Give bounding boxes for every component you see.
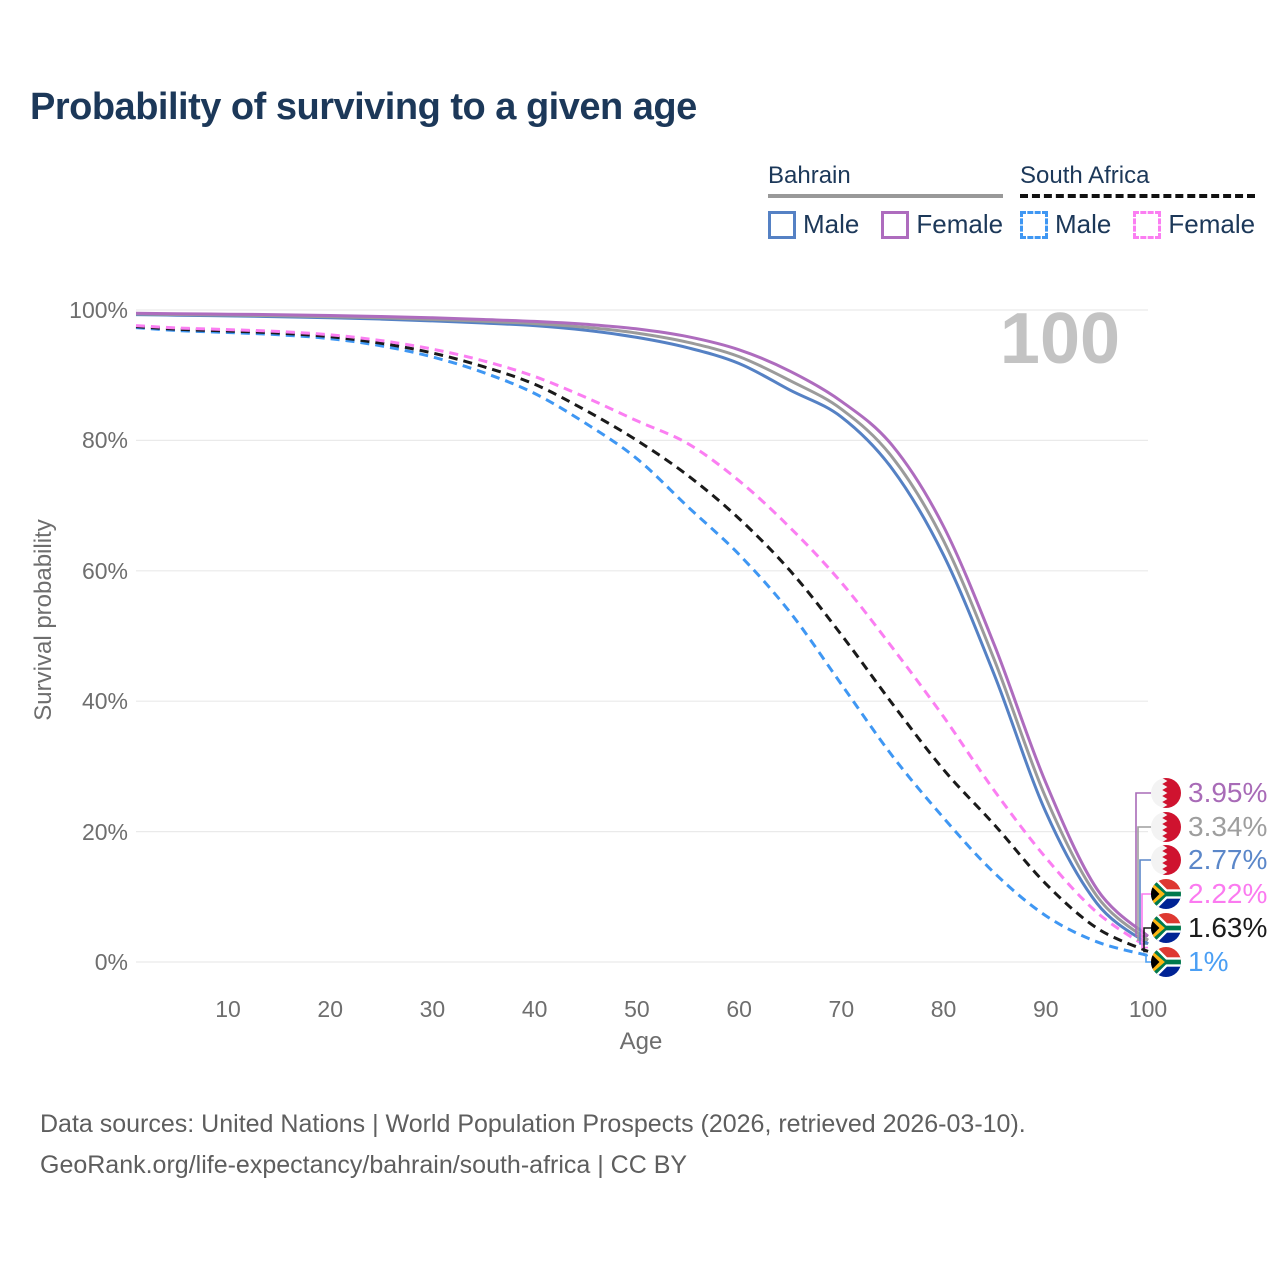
y-tick-label: 0%: [94, 949, 128, 975]
x-axis-title: Age: [619, 1028, 663, 1055]
south-africa-female-curve: [135, 324, 1149, 949]
end-label-row: 1.63%: [1151, 912, 1267, 944]
x-tick-label: 20: [317, 996, 344, 1022]
legend-underline-bahrain: [768, 194, 1004, 198]
legend-item-label: Female: [916, 209, 1004, 239]
x-tick-label: 10: [215, 996, 241, 1022]
bahrain-male-curve: [135, 313, 1149, 946]
end-label-value: 2.77%: [1188, 844, 1268, 875]
legend-item-bahrain-female[interactable]: Female: [881, 209, 1003, 240]
legend-group-south-africa: South Africa Male Female: [1020, 162, 1256, 240]
x-tick-label: 70: [828, 996, 855, 1022]
legend-header-south-africa: South Africa: [1020, 162, 1150, 189]
x-tick-label: 50: [624, 996, 650, 1022]
end-label-row: 3.95%: [1151, 777, 1267, 809]
south-africa-flag-icon: [1151, 879, 1181, 909]
bahrain-flag-icon: [1151, 778, 1181, 808]
end-label-value: 1.63%: [1188, 912, 1268, 943]
legend-swatch-bahrain-male: [768, 210, 796, 239]
legend-item-bahrain-male[interactable]: Male: [768, 209, 859, 240]
x-tick-label: 60: [726, 996, 752, 1022]
legend-swatch-bahrain-female: [881, 210, 910, 239]
legend-underline-south-africa: [1020, 194, 1256, 198]
south-africa-flag-icon: [1151, 947, 1181, 977]
y-axis-title: Survival probability: [30, 519, 57, 721]
bahrain-flag-icon: [1151, 845, 1181, 875]
footer-attribution: GeoRank.org/life-expectancy/bahrain/sout…: [40, 1151, 688, 1179]
end-label-value: 3.95%: [1188, 777, 1268, 808]
bahrain-female-curve: [135, 311, 1150, 938]
legend-swatch-south-africa-female: [1133, 210, 1162, 239]
south-africa-both-sexes-curve: [135, 325, 1149, 953]
x-tick-label: 30: [419, 996, 446, 1022]
chart-title: Probability of surviving to a given age: [30, 86, 697, 128]
x-tick-label: 40: [521, 996, 548, 1022]
end-label-connector: [1137, 826, 1151, 941]
end-label-row: 2.22%: [1151, 878, 1267, 910]
bahrain-flag-icon: [1151, 812, 1181, 842]
y-tick-label: 80%: [81, 427, 128, 454]
x-tick-label: 90: [1032, 996, 1059, 1022]
age-watermark: 100: [999, 299, 1121, 379]
y-tick-label: 100%: [69, 297, 128, 323]
south-africa-male-curve: [135, 326, 1149, 957]
bahrain-both-sexes-curve: [135, 312, 1149, 942]
legend-items-south-africa: Male Female: [1020, 209, 1255, 240]
y-tick-label: 40%: [81, 688, 128, 715]
end-label-connector: [1143, 927, 1151, 953]
end-label-row: 1%: [1151, 946, 1228, 978]
legend-header-bahrain: Bahrain: [768, 162, 851, 189]
end-label-value: 2.22%: [1188, 878, 1268, 909]
legend-swatch-south-africa-male: [1020, 210, 1048, 239]
legend-item-south-africa-female[interactable]: Female: [1133, 209, 1255, 240]
end-label-connector: [1145, 954, 1151, 963]
x-tick-label: 100: [1128, 996, 1168, 1022]
legend-item-label: Female: [1168, 209, 1256, 239]
south-africa-flag-icon: [1151, 913, 1181, 943]
y-tick-label: 20%: [81, 818, 128, 845]
x-tick-label: 80: [930, 996, 957, 1022]
end-label-value: 3.34%: [1188, 811, 1268, 842]
legend-item-south-africa-male[interactable]: Male: [1020, 209, 1111, 240]
legend-items-bahrain: Male Female: [768, 209, 1003, 240]
end-label-row: 2.77%: [1151, 844, 1267, 876]
legend-group-bahrain: Bahrain Male Female: [768, 162, 1004, 240]
y-tick-label: 60%: [81, 557, 128, 584]
end-label-connector: [1141, 893, 1151, 949]
end-label-row: 3.34%: [1151, 811, 1267, 843]
end-label-value: 1%: [1188, 946, 1229, 977]
legend-item-label: Male: [803, 209, 860, 239]
footer: Data sources: United Nations | World Pop…: [40, 1104, 1026, 1186]
legend-item-label: Male: [1055, 209, 1112, 239]
footer-data-sources: Data sources: United Nations | World Pop…: [40, 1110, 1026, 1138]
